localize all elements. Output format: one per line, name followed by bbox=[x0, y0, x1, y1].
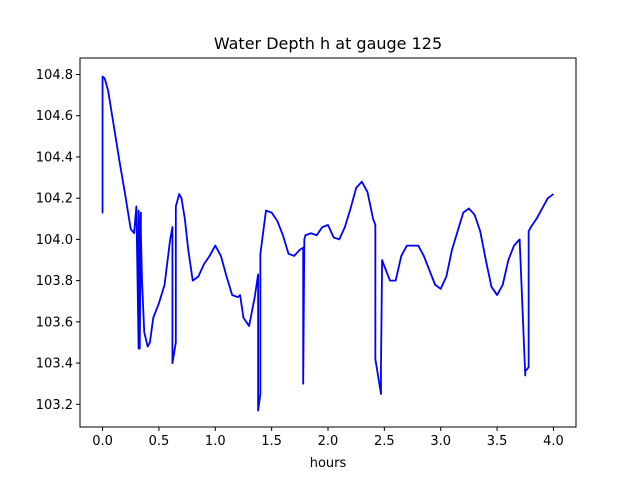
y-tick-label: 104.2 bbox=[36, 192, 73, 207]
x-axis-label: hours bbox=[310, 456, 347, 471]
x-tick-label: 3.0 bbox=[430, 434, 451, 449]
axes-frame bbox=[79, 57, 577, 428]
y-tick-label: 104.6 bbox=[36, 109, 73, 124]
x-tick-label: 0.0 bbox=[92, 434, 113, 449]
y-tick-label: 104.8 bbox=[36, 68, 73, 83]
x-tick-label: 1.5 bbox=[261, 434, 282, 449]
y-axis: 103.2 103.4 103.6 103.8 104.0 104.2 104.4 104.6… bbox=[36, 68, 80, 413]
series-line bbox=[101, 75, 554, 412]
x-tick-label: 2.0 bbox=[318, 434, 339, 449]
y-tick-label: 104.4 bbox=[36, 150, 73, 165]
x-tick-label: 2.5 bbox=[374, 434, 395, 449]
y-tick-label: 104.0 bbox=[36, 233, 73, 248]
x-tick-label: 1.0 bbox=[205, 434, 226, 449]
x-tick-label: 3.5 bbox=[487, 434, 508, 449]
plot-area bbox=[101, 75, 554, 412]
x-tick-label: 0.5 bbox=[149, 434, 170, 449]
y-tick-label: 103.4 bbox=[36, 357, 73, 372]
x-axis: 0.0 0.5 1.0 1.5 2.0 2.5 3.0 3.5 4.0 bbox=[92, 427, 564, 449]
y-tick-label: 103.8 bbox=[36, 274, 73, 289]
chart-title: Water Depth h at gauge 125 bbox=[214, 34, 442, 53]
y-tick-label: 103.6 bbox=[36, 315, 73, 330]
y-tick-label: 103.2 bbox=[36, 398, 73, 413]
x-tick-label: 4.0 bbox=[543, 434, 564, 449]
